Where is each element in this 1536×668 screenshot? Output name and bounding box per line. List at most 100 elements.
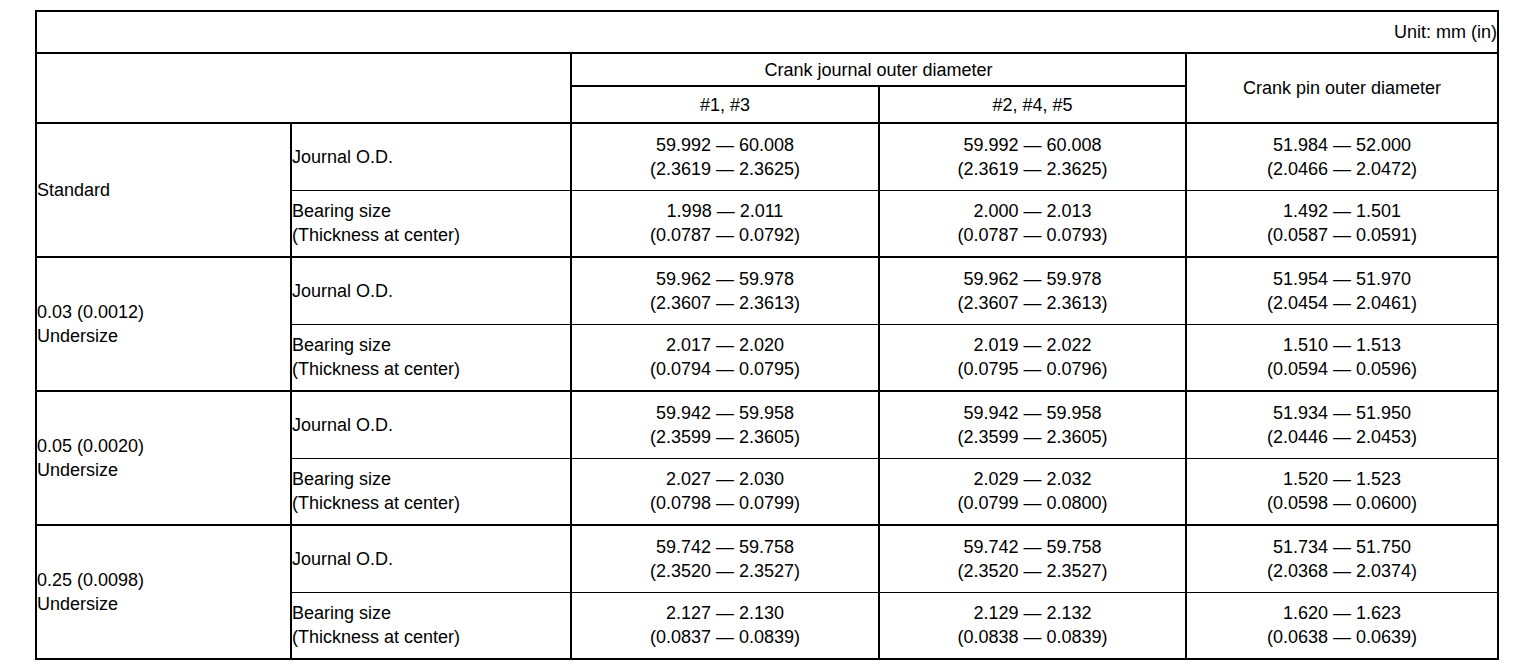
value-mm: 2.129 — 2.132: [880, 601, 1185, 625]
row-label-bearing-size: Bearing size (Thickness at center): [291, 458, 571, 525]
group-label-line: 0.25 (0.0098): [37, 568, 290, 592]
row-label-line: Bearing size: [292, 467, 570, 491]
row-label-line: (Thickness at center): [292, 357, 570, 381]
value-cell: 51.734 — 51.750 (2.0368 — 2.0374): [1186, 525, 1498, 592]
group-label-line: Undersize: [37, 324, 290, 348]
value-in: (0.0794 — 0.0795): [572, 357, 878, 381]
value-cell: 59.962 — 59.978 (2.3607 — 2.3613): [571, 257, 879, 324]
value-mm: 51.934 — 51.950: [1187, 401, 1497, 425]
table-row: 0.05 (0.0020) Undersize Journal O.D. 59.…: [36, 391, 1498, 458]
value-in: (0.0837 — 0.0839): [572, 625, 878, 649]
value-mm: 59.992 — 60.008: [880, 133, 1185, 157]
group-label-line: Standard: [37, 178, 290, 202]
row-label-journal-od: Journal O.D.: [291, 257, 571, 324]
row-label-line: Bearing size: [292, 601, 570, 625]
group-label-line: Undersize: [37, 458, 290, 482]
value-cell: 2.019 — 2.022 (0.0795 — 0.0796): [879, 324, 1186, 391]
unit-label: Unit: mm (in): [36, 11, 1498, 53]
row-label-bearing-size: Bearing size (Thickness at center): [291, 324, 571, 391]
size-group-label-025-undersize: 0.25 (0.0098) Undersize: [36, 525, 291, 659]
header-crank-journal: Crank journal outer diameter: [571, 53, 1186, 86]
value-mm: 59.962 — 59.978: [572, 267, 878, 291]
value-cell: 2.000 — 2.013 (0.0787 — 0.0793): [879, 190, 1186, 257]
value-in: (2.0466 — 2.0472): [1187, 157, 1497, 181]
value-in: (0.0587 — 0.0591): [1187, 223, 1497, 247]
value-in: (0.0838 — 0.0839): [880, 625, 1185, 649]
value-cell: 59.742 — 59.758 (2.3520 — 2.3527): [879, 525, 1186, 592]
value-cell: 2.029 — 2.032 (0.0799 — 0.0800): [879, 458, 1186, 525]
value-in: (0.0787 — 0.0792): [572, 223, 878, 247]
row-label-bearing-size: Bearing size (Thickness at center): [291, 190, 571, 257]
value-cell: 51.954 — 51.970 (2.0454 — 2.0461): [1186, 257, 1498, 324]
value-mm: 1.620 — 1.623: [1187, 601, 1497, 625]
value-cell: 1.510 — 1.513 (0.0594 — 0.0596): [1186, 324, 1498, 391]
value-in: (2.0446 — 2.0453): [1187, 425, 1497, 449]
row-label-journal-od: Journal O.D.: [291, 391, 571, 458]
size-group-label-005-undersize: 0.05 (0.0020) Undersize: [36, 391, 291, 525]
value-mm: 51.954 — 51.970: [1187, 267, 1497, 291]
value-cell: 2.127 — 2.130 (0.0837 — 0.0839): [571, 592, 879, 659]
value-mm: 59.942 — 59.958: [880, 401, 1185, 425]
value-cell: 1.998 — 2.011 (0.0787 — 0.0792): [571, 190, 879, 257]
value-in: (2.0368 — 2.0374): [1187, 559, 1497, 583]
value-mm: 59.742 — 59.758: [880, 535, 1185, 559]
value-in: (0.0795 — 0.0796): [880, 357, 1185, 381]
group-label-line: 0.03 (0.0012): [37, 300, 290, 324]
value-mm: 2.029 — 2.032: [880, 467, 1185, 491]
value-cell: 59.962 — 59.978 (2.3607 — 2.3613): [879, 257, 1186, 324]
table-row: 0.03 (0.0012) Undersize Journal O.D. 59.…: [36, 257, 1498, 324]
value-in: (0.0798 — 0.0799): [572, 491, 878, 515]
value-in: (2.3607 — 2.3613): [880, 291, 1185, 315]
row-label-line: Bearing size: [292, 333, 570, 357]
table-row: 0.25 (0.0098) Undersize Journal O.D. 59.…: [36, 525, 1498, 592]
value-cell: 2.017 — 2.020 (0.0794 — 0.0795): [571, 324, 879, 391]
row-label-journal-od: Journal O.D.: [291, 123, 571, 190]
value-in: (2.3619 — 2.3625): [880, 157, 1185, 181]
value-cell: 59.992 — 60.008 (2.3619 — 2.3625): [571, 123, 879, 190]
header-journal-2-4-5: #2, #4, #5: [879, 86, 1186, 123]
value-in: (2.3520 — 2.3527): [572, 559, 878, 583]
value-in: (2.3607 — 2.3613): [572, 291, 878, 315]
value-in: (0.0638 — 0.0639): [1187, 625, 1497, 649]
value-mm: 51.984 — 52.000: [1187, 133, 1497, 157]
value-cell: 2.129 — 2.132 (0.0838 — 0.0839): [879, 592, 1186, 659]
value-cell: 59.942 — 59.958 (2.3599 — 2.3605): [571, 391, 879, 458]
value-in: (0.0787 — 0.0793): [880, 223, 1185, 247]
value-cell: 51.984 — 52.000 (2.0466 — 2.0472): [1186, 123, 1498, 190]
value-in: (0.0799 — 0.0800): [880, 491, 1185, 515]
value-in: (0.0594 — 0.0596): [1187, 357, 1497, 381]
value-mm: 1.520 — 1.523: [1187, 467, 1497, 491]
row-label-journal-od: Journal O.D.: [291, 525, 571, 592]
header-crank-pin: Crank pin outer diameter: [1186, 53, 1498, 123]
value-mm: 2.127 — 2.130: [572, 601, 878, 625]
table-row: Standard Journal O.D. 59.992 — 60.008 (2…: [36, 123, 1498, 190]
value-mm: 2.000 — 2.013: [880, 199, 1185, 223]
header-journal-1-3: #1, #3: [571, 86, 879, 123]
value-cell: 59.992 — 60.008 (2.3619 — 2.3625): [879, 123, 1186, 190]
header-row-1: Crank journal outer diameter Crank pin o…: [36, 53, 1498, 86]
row-label-line: Bearing size: [292, 199, 570, 223]
size-group-label-003-undersize: 0.03 (0.0012) Undersize: [36, 257, 291, 391]
value-cell: 2.027 — 2.030 (0.0798 — 0.0799): [571, 458, 879, 525]
value-in: (2.3599 — 2.3605): [572, 425, 878, 449]
value-cell: 59.742 — 59.758 (2.3520 — 2.3527): [571, 525, 879, 592]
value-cell: 51.934 — 51.950 (2.0446 — 2.0453): [1186, 391, 1498, 458]
row-label-line: (Thickness at center): [292, 625, 570, 649]
value-mm: 1.510 — 1.513: [1187, 333, 1497, 357]
value-in: (0.0598 — 0.0600): [1187, 491, 1497, 515]
row-label-bearing-size: Bearing size (Thickness at center): [291, 592, 571, 659]
value-in: (2.3520 — 2.3527): [880, 559, 1185, 583]
value-mm: 59.742 — 59.758: [572, 535, 878, 559]
row-label-line: (Thickness at center): [292, 223, 570, 247]
unit-row: Unit: mm (in): [36, 11, 1498, 53]
value-in: (2.3599 — 2.3605): [880, 425, 1185, 449]
value-mm: 51.734 — 51.750: [1187, 535, 1497, 559]
value-mm: 2.017 — 2.020: [572, 333, 878, 357]
value-in: (2.0454 — 2.0461): [1187, 291, 1497, 315]
crankshaft-spec-table: Unit: mm (in) Crank journal outer diamet…: [35, 10, 1499, 660]
value-mm: 2.027 — 2.030: [572, 467, 878, 491]
group-label-line: 0.05 (0.0020): [37, 434, 290, 458]
value-in: (2.3619 — 2.3625): [572, 157, 878, 181]
value-mm: 1.998 — 2.011: [572, 199, 878, 223]
size-group-label-standard: Standard: [36, 123, 291, 257]
